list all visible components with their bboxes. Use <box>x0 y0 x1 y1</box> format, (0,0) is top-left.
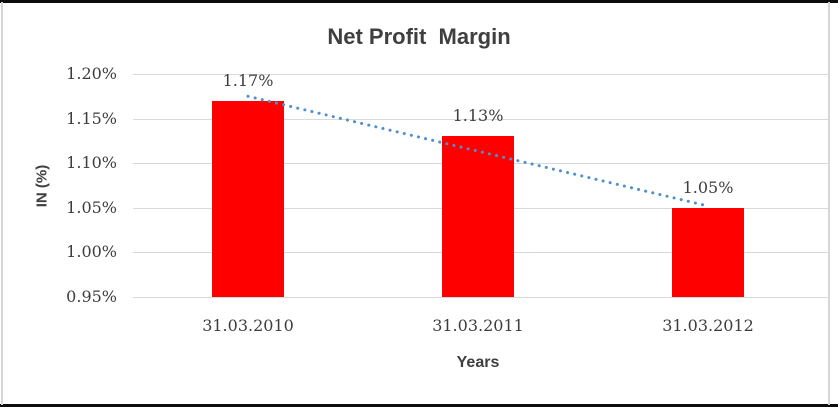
y-tick-label: 1.10% <box>66 153 117 172</box>
y-tick-label: 1.15% <box>66 109 117 128</box>
window-top-border <box>0 0 838 3</box>
bar-value-label: 1.05% <box>682 178 734 197</box>
bar-value-label: 1.13% <box>452 106 504 125</box>
y-tick-label: 1.05% <box>66 198 117 217</box>
y-tick-label: 0.95% <box>66 287 117 306</box>
chart-right-border <box>828 2 830 405</box>
gridline <box>133 297 829 298</box>
chart-left-border <box>1 2 3 405</box>
x-tick-label: 31.03.2010 <box>202 316 294 335</box>
y-tick-label: 1.00% <box>66 242 117 261</box>
x-axis-title: Years <box>456 354 500 371</box>
x-tick-label: 31.03.2011 <box>432 316 524 335</box>
gridline <box>133 74 829 75</box>
bar <box>672 208 744 297</box>
bar <box>212 101 284 297</box>
bar-value-label: 1.17% <box>222 71 274 90</box>
x-tick-label: 31.03.2012 <box>662 316 754 335</box>
y-tick-label: 1.20% <box>66 64 117 83</box>
chart-title: Net Profit Margin <box>327 24 511 49</box>
window-bottom-border <box>0 404 838 407</box>
bar <box>442 136 514 297</box>
